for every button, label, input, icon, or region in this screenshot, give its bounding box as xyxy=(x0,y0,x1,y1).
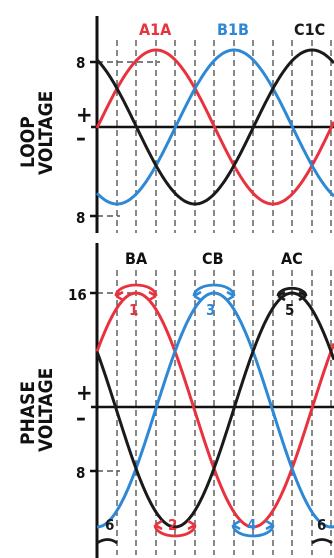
arrowhead-icon xyxy=(232,519,241,531)
phase-curve-cb xyxy=(96,291,334,529)
phase-tick-top: 16 xyxy=(68,286,87,304)
arrowhead-icon xyxy=(148,290,157,302)
arc-arrow-marker xyxy=(231,524,275,538)
arrowhead-icon xyxy=(298,290,307,302)
phase-arc-markers xyxy=(96,283,333,545)
loop-grid-lines xyxy=(97,40,332,233)
loop-label-b1b: B1B xyxy=(217,20,249,39)
arrowhead-icon xyxy=(187,519,196,531)
phase-label-ac: AC xyxy=(281,249,303,268)
phase-number-2: 2 xyxy=(168,516,177,534)
arc-arrow-marker xyxy=(114,283,158,297)
phase-number-4: 4 xyxy=(247,516,256,534)
loop-tick-bottom: 8 xyxy=(76,209,85,227)
loop-voltage-panel: LOOP VOLTAGE 8 + – 8 A1A B1B C1C xyxy=(17,16,334,233)
arc-arrow-marker xyxy=(153,524,197,538)
arrowhead-icon xyxy=(265,519,274,531)
arrowhead-icon xyxy=(115,290,124,302)
arrowhead-icon xyxy=(277,290,286,302)
arrowhead-icon xyxy=(193,290,202,302)
arrowhead-icon xyxy=(154,519,163,531)
arc-arrow-marker xyxy=(311,538,333,545)
phase-label-cb: CB xyxy=(202,249,224,268)
phase-curve-ba xyxy=(95,291,334,529)
phase-axis-title-line2: VOLTAGE xyxy=(35,368,57,452)
loop-tick-top: 8 xyxy=(76,54,85,72)
phase-plus-sign: + xyxy=(76,381,93,406)
phase-minus-sign: – xyxy=(76,406,86,431)
loop-axis-title-line2: VOLTAGE xyxy=(35,91,57,175)
phase-number-5: 5 xyxy=(285,301,294,319)
loop-label-c1c: C1C xyxy=(294,20,325,39)
loop-axis-title-line1: LOOP xyxy=(17,116,39,168)
phase-axis-title-line1: PHASE xyxy=(17,381,39,445)
arc-arrow-marker xyxy=(192,283,236,297)
loop-plus-sign: + xyxy=(76,103,93,128)
loop-minus-sign: – xyxy=(76,126,86,151)
phase-tick-lower: 8 xyxy=(76,464,85,482)
phase-number-3: 3 xyxy=(206,301,215,319)
loop-curve-b1b xyxy=(95,48,334,206)
phase-number-6-left: 6 xyxy=(105,516,114,534)
phase-curve-ac xyxy=(95,291,334,529)
phase-label-ba: BA xyxy=(125,249,148,268)
loop-curve-a1a xyxy=(95,48,334,206)
arrowhead-icon xyxy=(226,290,235,302)
phase-voltage-panel: PHASE VOLTAGE 16 + – 8 BA CB AC 1 3 5 6 … xyxy=(17,243,334,558)
loop-curve-c1c xyxy=(95,48,334,206)
arc-arrow-marker xyxy=(276,286,308,297)
phase-number-1: 1 xyxy=(129,301,138,319)
phase-number-6-right: 6 xyxy=(317,516,326,534)
loop-label-a1a: A1A xyxy=(139,20,172,39)
arc-arrow-marker xyxy=(96,538,118,545)
